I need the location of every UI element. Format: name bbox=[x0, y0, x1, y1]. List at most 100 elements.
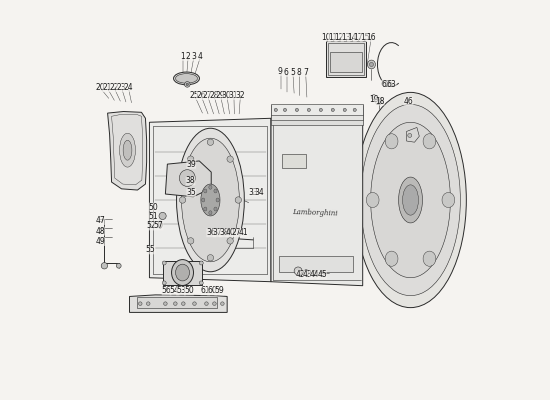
Text: 36: 36 bbox=[206, 228, 216, 237]
Text: 42: 42 bbox=[296, 270, 306, 280]
Ellipse shape bbox=[227, 238, 233, 244]
Ellipse shape bbox=[179, 170, 195, 186]
Text: 1: 1 bbox=[180, 52, 185, 61]
Text: 22: 22 bbox=[109, 83, 119, 92]
Ellipse shape bbox=[117, 263, 121, 268]
Text: 32: 32 bbox=[235, 91, 245, 100]
Text: 48: 48 bbox=[96, 226, 105, 236]
Bar bbox=[163, 261, 202, 284]
Text: 24: 24 bbox=[124, 83, 133, 92]
Polygon shape bbox=[108, 112, 147, 190]
Text: 47: 47 bbox=[96, 216, 105, 225]
Text: 19: 19 bbox=[369, 95, 378, 104]
Text: 49: 49 bbox=[96, 237, 105, 246]
Ellipse shape bbox=[188, 238, 194, 244]
Ellipse shape bbox=[214, 189, 217, 193]
Ellipse shape bbox=[214, 207, 217, 211]
Ellipse shape bbox=[353, 108, 356, 112]
Polygon shape bbox=[166, 161, 211, 197]
Bar bbox=[271, 105, 362, 120]
Ellipse shape bbox=[119, 133, 135, 167]
Ellipse shape bbox=[361, 104, 460, 296]
Text: 13: 13 bbox=[341, 33, 350, 42]
Text: 57: 57 bbox=[154, 222, 163, 230]
Ellipse shape bbox=[377, 100, 380, 103]
Text: 4: 4 bbox=[197, 52, 202, 61]
Ellipse shape bbox=[182, 302, 185, 306]
Ellipse shape bbox=[371, 122, 450, 278]
Ellipse shape bbox=[235, 197, 241, 203]
Ellipse shape bbox=[408, 134, 412, 138]
Ellipse shape bbox=[213, 302, 216, 306]
Ellipse shape bbox=[216, 198, 219, 202]
Text: 17: 17 bbox=[353, 33, 362, 42]
Bar bbox=[271, 104, 362, 116]
Ellipse shape bbox=[123, 140, 132, 160]
Ellipse shape bbox=[403, 185, 419, 215]
Ellipse shape bbox=[162, 261, 166, 265]
Ellipse shape bbox=[294, 267, 302, 275]
Ellipse shape bbox=[101, 262, 108, 269]
Ellipse shape bbox=[303, 270, 309, 275]
Bar bbox=[271, 106, 362, 125]
Text: 40: 40 bbox=[226, 228, 235, 237]
Text: 62: 62 bbox=[381, 80, 390, 89]
Ellipse shape bbox=[146, 302, 150, 306]
Text: 43: 43 bbox=[303, 270, 312, 280]
Polygon shape bbox=[271, 114, 362, 286]
Ellipse shape bbox=[158, 221, 162, 228]
Ellipse shape bbox=[331, 108, 334, 112]
Text: 18: 18 bbox=[375, 97, 384, 106]
Ellipse shape bbox=[375, 98, 382, 105]
Text: 30: 30 bbox=[222, 91, 232, 100]
Text: 3: 3 bbox=[191, 52, 196, 61]
Ellipse shape bbox=[186, 83, 189, 86]
Ellipse shape bbox=[172, 260, 194, 286]
Text: 5: 5 bbox=[290, 68, 295, 77]
Ellipse shape bbox=[366, 192, 379, 208]
Text: 56: 56 bbox=[162, 286, 172, 295]
Bar bbox=[326, 41, 366, 77]
Bar bbox=[330, 52, 362, 72]
Text: 45: 45 bbox=[317, 270, 327, 280]
Ellipse shape bbox=[188, 156, 194, 162]
Ellipse shape bbox=[371, 95, 376, 100]
Text: 23: 23 bbox=[116, 83, 126, 92]
Text: 59: 59 bbox=[214, 286, 224, 295]
Text: 34: 34 bbox=[254, 188, 264, 196]
Text: 8: 8 bbox=[296, 68, 301, 77]
Ellipse shape bbox=[139, 302, 142, 306]
Ellipse shape bbox=[423, 251, 436, 266]
Ellipse shape bbox=[199, 261, 204, 265]
Polygon shape bbox=[406, 128, 419, 142]
Text: 16: 16 bbox=[366, 33, 376, 42]
Ellipse shape bbox=[319, 108, 322, 112]
Ellipse shape bbox=[307, 108, 311, 112]
Text: 38: 38 bbox=[219, 228, 229, 237]
Ellipse shape bbox=[182, 138, 239, 262]
Ellipse shape bbox=[385, 251, 398, 266]
Text: 52: 52 bbox=[147, 222, 156, 230]
Ellipse shape bbox=[174, 72, 200, 85]
Ellipse shape bbox=[355, 92, 466, 308]
Text: 7: 7 bbox=[304, 68, 309, 77]
Ellipse shape bbox=[207, 139, 213, 145]
Text: 53: 53 bbox=[176, 286, 186, 295]
Text: 28: 28 bbox=[209, 91, 219, 100]
Text: 44: 44 bbox=[309, 270, 319, 280]
Ellipse shape bbox=[423, 134, 436, 149]
Ellipse shape bbox=[274, 108, 277, 112]
Text: 27: 27 bbox=[232, 228, 241, 237]
Ellipse shape bbox=[205, 302, 208, 306]
Text: 51: 51 bbox=[148, 212, 158, 221]
Ellipse shape bbox=[209, 211, 212, 215]
Text: 21: 21 bbox=[102, 83, 112, 92]
Text: 37: 37 bbox=[213, 228, 222, 237]
Text: 31: 31 bbox=[229, 91, 238, 100]
Ellipse shape bbox=[399, 177, 422, 223]
Text: 6: 6 bbox=[284, 68, 289, 77]
Text: 12: 12 bbox=[334, 33, 344, 42]
Ellipse shape bbox=[192, 302, 196, 306]
Ellipse shape bbox=[283, 108, 287, 112]
Text: 54: 54 bbox=[169, 286, 179, 295]
